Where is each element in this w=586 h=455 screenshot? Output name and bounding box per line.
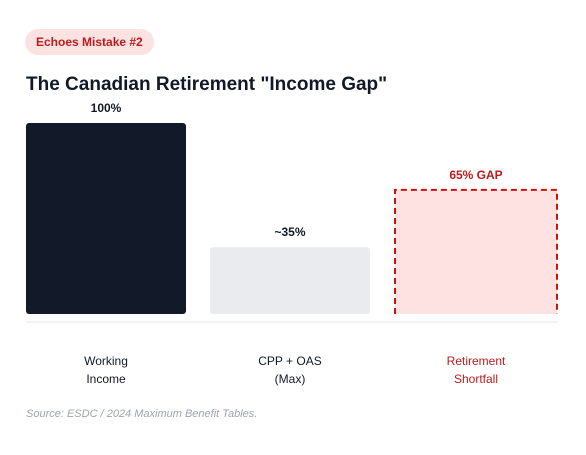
value-label-cpp-oas: ~35%	[274, 225, 305, 239]
category-label-cpp-oas-line1: CPP + OAS	[258, 354, 321, 368]
category-label-working-income-line2: Income	[86, 372, 126, 386]
income-gap-chart: 100% Working Income ~35% CPP + OAS (Max) 65% G…	[26, 101, 558, 386]
category-label-cpp-oas-line2: (Max)	[275, 372, 306, 386]
bar-working-income	[26, 123, 186, 314]
bar-retirement-shortfall-fill	[395, 189, 557, 314]
source-note: Source: ESDC / 2024 Maximum Benefit Tabl…	[26, 408, 258, 420]
value-label-retirement-shortfall: 65% GAP	[449, 168, 502, 182]
bars-layer: 100% Working Income ~35% CPP + OAS (Max) 65% G…	[26, 101, 558, 386]
category-label-working-income-line1: Working	[84, 354, 128, 368]
mistake-badge: Echoes Mistake #2	[25, 29, 154, 55]
value-label-working-income: 100%	[91, 101, 122, 115]
category-label-retirement-shortfall-line1: Retirement	[447, 354, 506, 368]
category-label-retirement-shortfall-line2: Shortfall	[454, 372, 498, 386]
bar-cpp-oas	[210, 247, 370, 314]
chart-title: The Canadian Retirement "Income Gap"	[26, 74, 388, 95]
bar-retirement-shortfall	[394, 188, 558, 314]
